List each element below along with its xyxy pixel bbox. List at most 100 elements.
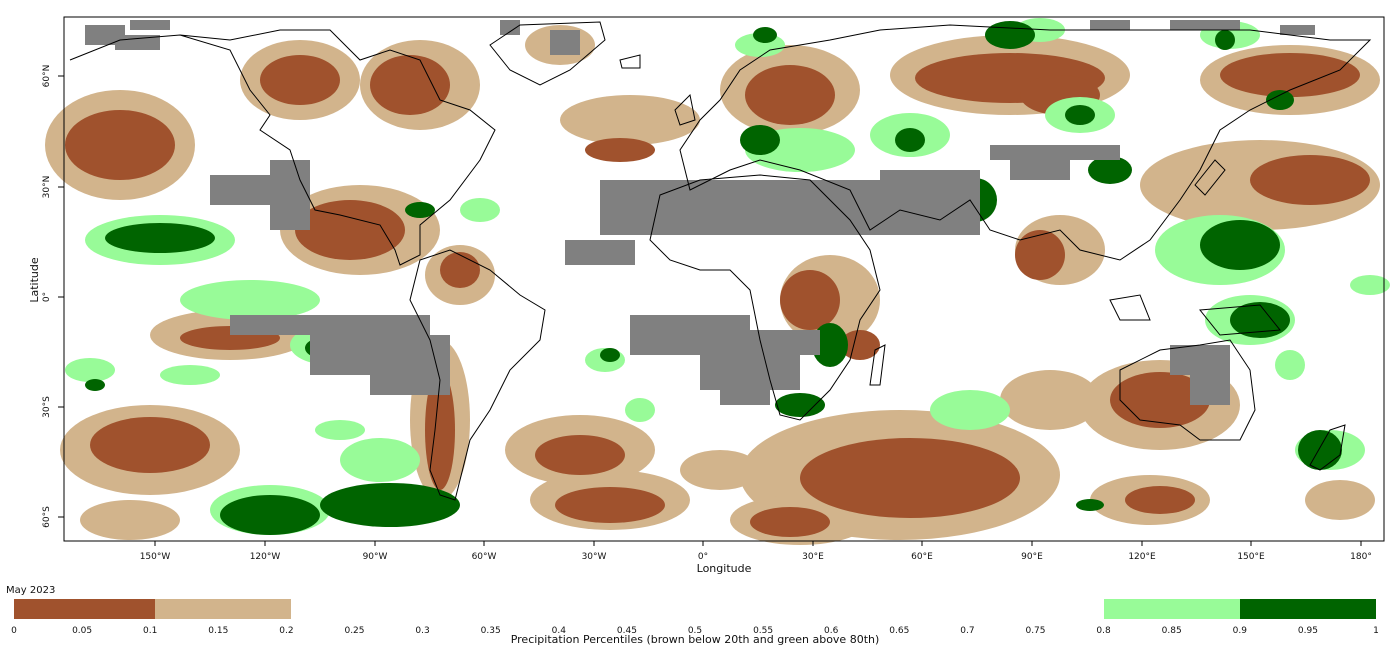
wet-region: [340, 438, 420, 482]
extreme-dry-region: [370, 55, 450, 115]
extreme-wet-region: [1076, 499, 1104, 511]
extreme-dry-region: [800, 438, 1020, 518]
extreme-dry-region: [260, 55, 340, 105]
extreme-dry-region: [295, 200, 405, 260]
colorbar-tick-label: 0.65: [889, 626, 909, 636]
no-data-region: [990, 145, 1120, 160]
dry-region: [560, 95, 700, 145]
no-data-region: [880, 170, 980, 195]
no-data-region: [550, 30, 580, 55]
lon-tick-label: 90°W: [363, 552, 388, 562]
latitude-ticks: 60°N 30°N 0° 30°S 60°S: [42, 65, 64, 528]
colorbar-tick-label: 0.1: [143, 626, 157, 636]
extreme-wet-region: [85, 379, 105, 391]
extreme-dry-region: [90, 417, 210, 473]
coastlines: [69, 21, 1372, 501]
colorbar-tick-label: 0.25: [344, 626, 364, 636]
extreme-wet-region: [1215, 30, 1235, 50]
coastline: [1194, 159, 1226, 196]
extreme-wet-region: [1200, 220, 1280, 270]
no-data-region: [1170, 20, 1240, 30]
colorbar-tick-label: 0.55: [753, 626, 773, 636]
colorbar-tick-label: 0.5: [688, 626, 702, 636]
colorbar-dry: [155, 599, 291, 619]
extreme-wet-region: [220, 495, 320, 535]
wet-region: [315, 420, 365, 440]
extreme-dry-region: [535, 435, 625, 475]
colorbar-tick-label: 0: [11, 626, 17, 636]
colorbar-tick-label: 0.85: [1162, 626, 1182, 636]
extreme-dry-region: [585, 138, 655, 162]
extreme-wet-region: [1230, 302, 1290, 338]
wet-region: [625, 398, 655, 422]
coastline: [619, 54, 641, 69]
extreme-wet-region: [1266, 90, 1294, 110]
no-data-region: [1280, 25, 1315, 35]
wet-region: [65, 358, 115, 382]
extreme-dry-region: [1250, 155, 1370, 205]
lat-tick-label: 30°S: [42, 396, 52, 418]
colorbar-tick-label: 0.15: [208, 626, 228, 636]
extreme-wet-region: [600, 348, 620, 362]
extreme-dry-region: [1015, 230, 1065, 280]
coastline: [869, 344, 886, 386]
coastline: [1109, 294, 1151, 321]
colorbar-ticks: 0 0.05 0.1 0.15 0.2 0.25 0.3 0.35 0.4 0.45 0.5 0.55…: [11, 626, 1379, 636]
colorbar-tick-label: 0.6: [824, 626, 839, 636]
lon-tick-label: 30°E: [802, 552, 824, 562]
coastline: [489, 21, 606, 86]
dry-region: [1305, 480, 1375, 520]
map-panel: 150°W 120°W 90°W 60°W 30°W 0° 30°E 60°E 90°E 120°…: [28, 16, 1390, 575]
no-data-region: [500, 20, 520, 35]
lon-tick-label: 180°: [1350, 552, 1372, 562]
dry-region: [680, 450, 760, 490]
longitude-ticks: 150°W 120°W 90°W 60°W 30°W 0° 30°E 60°E 90°E 120°…: [140, 541, 1372, 562]
coastline: [1199, 304, 1281, 336]
wet-region: [460, 198, 500, 222]
colorbar-tick-label: 0.7: [960, 626, 974, 636]
no-data-region: [370, 370, 450, 395]
period-label: May 2023: [6, 585, 55, 596]
extreme-dry-region: [780, 270, 840, 330]
no-data-region: [630, 315, 750, 355]
no-data-region: [310, 335, 450, 375]
dry-region: [80, 500, 180, 540]
lon-tick-label: 150°E: [1237, 552, 1265, 562]
no-data-region: [115, 35, 160, 50]
colorbar: May 2023 0 0.05 0.1 0.15 0.2 0.25 0.3 0.35 0.4 0.…: [6, 585, 1379, 646]
no-data-region: [230, 315, 430, 335]
wet-region: [160, 365, 220, 385]
extreme-wet-region: [895, 128, 925, 152]
lat-tick-label: 30°N: [42, 176, 52, 199]
extreme-dry-region: [840, 330, 880, 360]
no-data-region: [1170, 345, 1230, 375]
no-data-region: [700, 355, 800, 390]
colorbar-tick-label: 0.9: [1233, 626, 1248, 636]
coastline: [69, 29, 496, 266]
colorbar-tick-label: 0.4: [552, 626, 567, 636]
colorbar-tick-label: 0.2: [279, 626, 293, 636]
colorbar-tick-label: 0.3: [415, 626, 429, 636]
extreme-wet-region: [775, 393, 825, 417]
extreme-dry-region: [555, 487, 665, 523]
lon-tick-label: 90°E: [1021, 552, 1043, 562]
extreme-wet-region: [1298, 430, 1342, 470]
wet-region: [180, 280, 320, 320]
colorbar-caption: Precipitation Percentiles (brown below 2…: [511, 633, 880, 646]
colorbar-wet-extreme: [1240, 599, 1376, 619]
lon-tick-label: 30°W: [582, 552, 607, 562]
extreme-dry-region: [1220, 53, 1360, 97]
x-axis-label: Longitude: [697, 562, 752, 575]
extreme-wet-region: [740, 125, 780, 155]
no-data-region: [720, 385, 770, 405]
coastline: [649, 174, 881, 421]
map-frame: [63, 16, 1385, 542]
colorbar-tick-label: 0.35: [481, 626, 501, 636]
extreme-dry-region: [750, 507, 830, 537]
lat-tick-label: 0°: [42, 292, 52, 302]
no-data-region: [1010, 160, 1070, 180]
lon-tick-label: 60°E: [911, 552, 933, 562]
extreme-wet-region: [1065, 105, 1095, 125]
coastline: [1119, 339, 1256, 441]
